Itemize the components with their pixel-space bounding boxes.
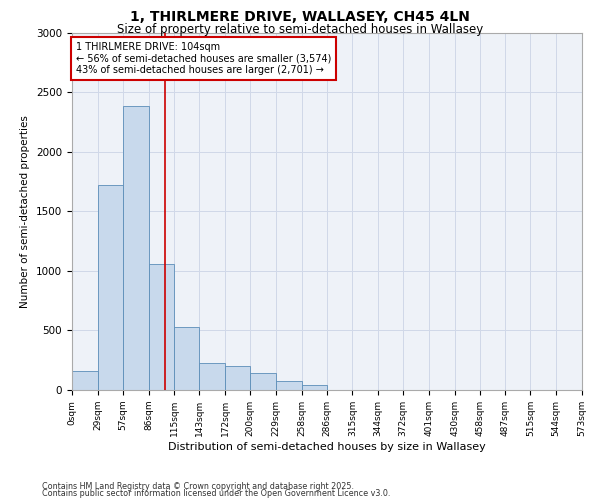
Bar [72, 371, 98, 390]
Bar [98, 185, 123, 390]
Text: 1 THIRLMERE DRIVE: 104sqm
← 56% of semi-detached houses are smaller (3,574)
43% : 1 THIRLMERE DRIVE: 104sqm ← 56% of semi-… [76, 42, 331, 75]
Bar [175, 327, 199, 390]
Text: 1, THIRLMERE DRIVE, WALLASEY, CH45 4LN: 1, THIRLMERE DRIVE, WALLASEY, CH45 4LN [130, 10, 470, 24]
Text: Size of property relative to semi-detached houses in Wallasey: Size of property relative to semi-detach… [117, 22, 483, 36]
Bar [199, 362, 225, 390]
Bar [302, 384, 326, 390]
Bar [225, 366, 250, 390]
Bar [149, 264, 175, 390]
Text: Contains HM Land Registry data © Crown copyright and database right 2025.: Contains HM Land Registry data © Crown c… [42, 482, 354, 491]
Bar [123, 106, 149, 390]
X-axis label: Distribution of semi-detached houses by size in Wallasey: Distribution of semi-detached houses by … [168, 442, 486, 452]
Y-axis label: Number of semi-detached properties: Number of semi-detached properties [20, 115, 31, 308]
Text: Contains public sector information licensed under the Open Government Licence v3: Contains public sector information licen… [42, 490, 391, 498]
Bar [250, 374, 276, 390]
Bar [276, 381, 302, 390]
